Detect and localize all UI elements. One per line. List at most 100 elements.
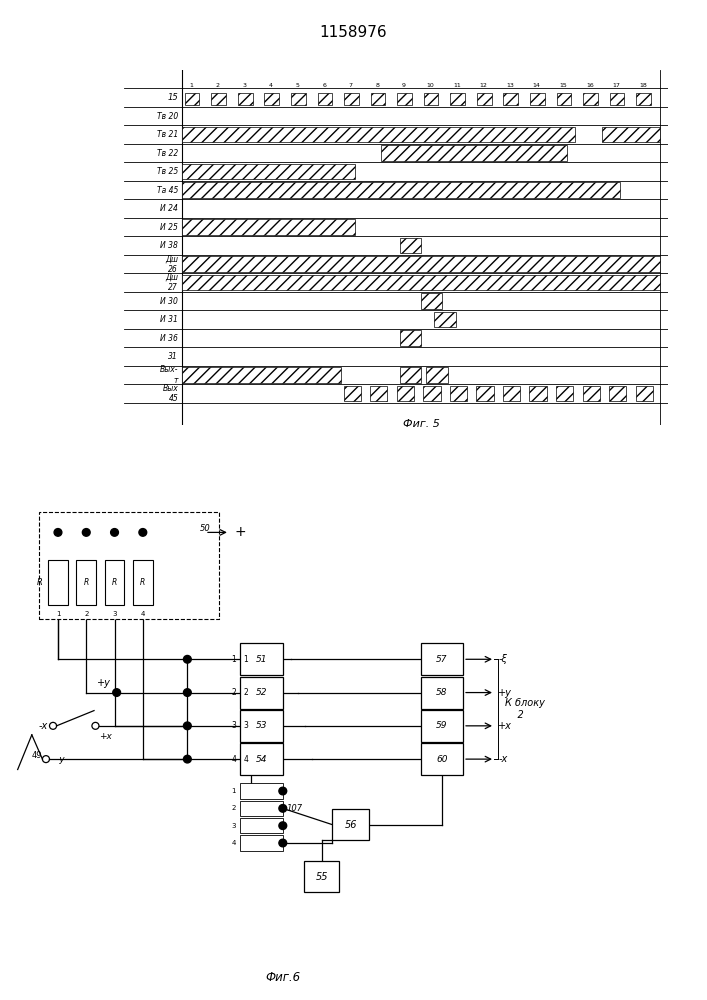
Bar bbox=[182, 164, 355, 179]
Text: 3: 3 bbox=[243, 721, 248, 730]
Text: +у: +у bbox=[97, 678, 111, 688]
Text: 11: 11 bbox=[453, 83, 461, 88]
Bar bbox=[304, 861, 339, 892]
Bar bbox=[240, 835, 283, 851]
Bar bbox=[421, 643, 463, 675]
Circle shape bbox=[279, 787, 287, 795]
Text: И 36: И 36 bbox=[160, 334, 178, 343]
Text: +у: +у bbox=[498, 688, 513, 698]
Bar bbox=[317, 93, 332, 105]
Bar bbox=[400, 238, 421, 253]
Text: 50: 50 bbox=[199, 524, 210, 533]
Text: 1158976: 1158976 bbox=[320, 25, 387, 40]
Text: Тв 21: Тв 21 bbox=[157, 130, 178, 139]
Bar bbox=[450, 386, 467, 401]
Bar bbox=[264, 93, 279, 105]
Bar bbox=[530, 386, 547, 401]
Bar bbox=[291, 93, 305, 105]
Circle shape bbox=[184, 655, 191, 663]
Text: 3: 3 bbox=[243, 83, 247, 88]
Text: Вых
45: Вых 45 bbox=[163, 384, 178, 403]
Bar bbox=[602, 127, 660, 142]
Text: Фиг. 5: Фиг. 5 bbox=[403, 419, 440, 429]
Text: +x: +x bbox=[498, 721, 513, 731]
Text: 15: 15 bbox=[559, 83, 567, 88]
Text: 2: 2 bbox=[232, 805, 236, 811]
Bar bbox=[344, 386, 361, 401]
Text: И 24: И 24 bbox=[160, 204, 178, 213]
Bar bbox=[182, 367, 341, 383]
Text: 53: 53 bbox=[256, 721, 267, 730]
Bar bbox=[370, 386, 387, 401]
Text: Фиг.6: Фиг.6 bbox=[265, 971, 300, 984]
Text: 4: 4 bbox=[243, 755, 248, 764]
Text: Вых-
т: Вых- т bbox=[160, 365, 178, 385]
Text: 51: 51 bbox=[256, 655, 267, 664]
Bar bbox=[421, 677, 463, 709]
Text: 1: 1 bbox=[56, 611, 60, 617]
Text: 107: 107 bbox=[286, 804, 303, 813]
Bar bbox=[240, 783, 283, 799]
Bar bbox=[182, 275, 660, 290]
Text: +x: +x bbox=[99, 732, 112, 741]
Text: R: R bbox=[140, 578, 146, 587]
Text: И 25: И 25 bbox=[160, 223, 178, 232]
Text: -ξ: -ξ bbox=[498, 654, 508, 664]
Text: 3: 3 bbox=[231, 721, 236, 730]
Circle shape bbox=[184, 755, 191, 763]
Text: 4: 4 bbox=[269, 83, 273, 88]
Circle shape bbox=[113, 689, 120, 696]
Text: 4: 4 bbox=[232, 840, 236, 846]
Bar bbox=[240, 643, 283, 675]
Bar bbox=[133, 560, 153, 605]
Bar bbox=[636, 386, 653, 401]
Text: 58: 58 bbox=[436, 688, 448, 697]
Bar bbox=[76, 560, 96, 605]
Bar bbox=[240, 801, 283, 816]
Bar bbox=[636, 93, 651, 105]
Circle shape bbox=[184, 722, 191, 730]
Text: 3: 3 bbox=[232, 823, 236, 829]
Bar bbox=[182, 182, 620, 198]
Text: 55: 55 bbox=[315, 872, 328, 882]
Text: К блоку
    2: К блоку 2 bbox=[505, 698, 544, 720]
Circle shape bbox=[111, 529, 119, 536]
Bar bbox=[240, 818, 283, 833]
Bar bbox=[39, 512, 219, 619]
Bar bbox=[397, 386, 414, 401]
Text: И 38: И 38 bbox=[160, 241, 178, 250]
Text: 12: 12 bbox=[479, 83, 488, 88]
Text: 1: 1 bbox=[189, 83, 194, 88]
Text: 1: 1 bbox=[231, 655, 236, 664]
Text: 54: 54 bbox=[256, 755, 267, 764]
Text: 4: 4 bbox=[141, 611, 145, 617]
Bar bbox=[238, 93, 252, 105]
Text: 8: 8 bbox=[375, 83, 379, 88]
Bar bbox=[450, 93, 465, 105]
Circle shape bbox=[279, 805, 287, 812]
Text: 9: 9 bbox=[402, 83, 406, 88]
Bar bbox=[556, 386, 573, 401]
Bar bbox=[182, 219, 355, 235]
Text: R: R bbox=[37, 578, 42, 587]
Text: 15: 15 bbox=[168, 93, 178, 102]
Text: 13: 13 bbox=[506, 83, 514, 88]
Text: 1: 1 bbox=[243, 655, 248, 664]
Text: -у: -у bbox=[57, 755, 65, 764]
Text: Тв 25: Тв 25 bbox=[157, 167, 178, 176]
Bar bbox=[421, 293, 443, 309]
Bar bbox=[381, 145, 567, 161]
Text: 52: 52 bbox=[256, 688, 267, 697]
Bar bbox=[344, 93, 358, 105]
Bar bbox=[397, 93, 412, 105]
Text: 6: 6 bbox=[322, 83, 326, 88]
Bar bbox=[240, 710, 283, 742]
Bar bbox=[400, 367, 421, 383]
Text: Тв 22: Тв 22 bbox=[157, 149, 178, 158]
Circle shape bbox=[83, 529, 90, 536]
Text: R: R bbox=[112, 578, 117, 587]
Bar bbox=[530, 93, 544, 105]
Bar bbox=[503, 93, 518, 105]
Text: 2: 2 bbox=[231, 688, 236, 697]
Text: 2: 2 bbox=[243, 688, 248, 697]
